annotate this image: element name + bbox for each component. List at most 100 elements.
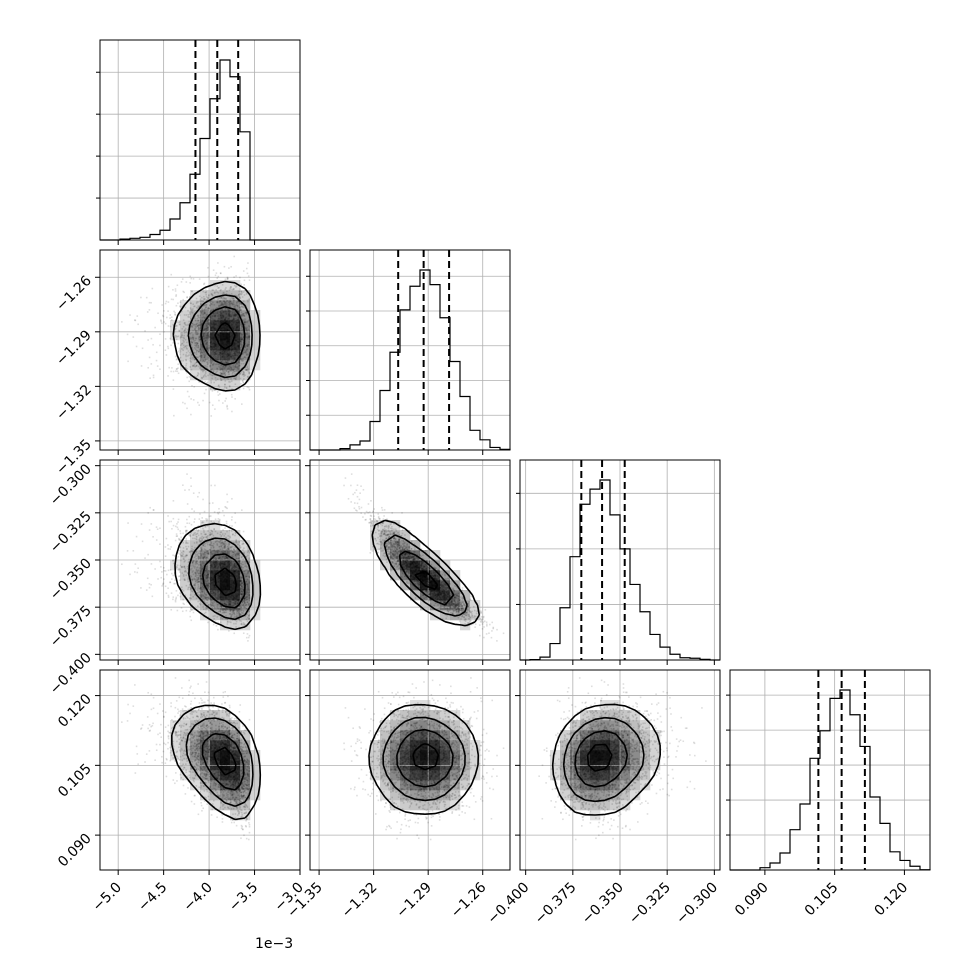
sample-point xyxy=(239,338,242,340)
sample-point xyxy=(183,346,185,349)
density-cell xyxy=(580,780,591,791)
sample-point xyxy=(126,333,129,336)
sample-point xyxy=(218,353,221,355)
sample-point xyxy=(235,336,237,339)
sample-point xyxy=(121,321,123,323)
sample-point xyxy=(229,351,231,354)
sample-point xyxy=(242,300,245,303)
sample-point xyxy=(159,344,161,347)
sample-point xyxy=(229,321,232,324)
sample-point xyxy=(205,608,207,611)
sample-point xyxy=(225,337,228,340)
sample-point xyxy=(244,578,247,581)
sample-point xyxy=(233,330,236,333)
sample-point xyxy=(227,322,229,324)
sample-point xyxy=(225,326,228,329)
sample-point xyxy=(233,352,236,354)
sample-point xyxy=(220,535,222,538)
sample-point xyxy=(213,528,215,530)
sample-point xyxy=(206,297,209,299)
sample-point xyxy=(221,320,224,322)
sample-point xyxy=(173,310,175,313)
density-cell xyxy=(220,780,231,791)
density-cell xyxy=(200,320,211,331)
sample-point xyxy=(199,348,202,351)
sample-point xyxy=(190,477,192,479)
sample-point xyxy=(211,343,213,345)
sample-point xyxy=(188,522,191,525)
sample-point xyxy=(170,578,173,580)
sample-point xyxy=(216,291,218,293)
sample-point xyxy=(247,569,250,572)
density-cell xyxy=(390,520,401,531)
density-cell xyxy=(170,730,181,741)
sample-point xyxy=(204,291,206,294)
sample-point xyxy=(204,374,206,376)
density-cell xyxy=(380,730,391,741)
density-cell xyxy=(450,600,461,611)
sample-point xyxy=(238,296,241,298)
sample-point xyxy=(230,519,233,521)
density-cell xyxy=(650,730,661,741)
sample-point xyxy=(227,378,230,380)
sample-point xyxy=(213,328,216,330)
sample-point xyxy=(223,554,225,557)
sample-point xyxy=(213,342,215,345)
sample-point xyxy=(202,594,205,596)
sample-point xyxy=(185,540,187,542)
density-cell xyxy=(590,730,601,741)
sample-point xyxy=(202,335,205,337)
sample-point xyxy=(182,344,185,347)
density-cell xyxy=(580,790,591,801)
density-cell xyxy=(570,720,581,731)
density-cell xyxy=(430,800,441,811)
density-cell xyxy=(400,550,411,561)
sample-point xyxy=(203,340,206,343)
sample-point xyxy=(209,387,212,390)
sample-point xyxy=(207,331,210,334)
density-cell xyxy=(460,740,471,751)
sample-point xyxy=(246,596,249,598)
sample-point xyxy=(228,348,230,350)
sample-point xyxy=(212,562,215,564)
sample-point xyxy=(179,351,181,354)
sample-point xyxy=(208,401,211,404)
sample-point xyxy=(176,284,179,287)
sample-point xyxy=(224,380,227,382)
density-cell xyxy=(400,710,411,721)
sample-point xyxy=(228,567,230,569)
sample-point xyxy=(224,371,226,374)
sample-point xyxy=(214,343,216,346)
sample-point xyxy=(203,329,205,331)
sample-point xyxy=(159,527,161,530)
sample-point xyxy=(188,558,190,561)
sample-point xyxy=(228,267,230,269)
sample-point xyxy=(166,316,168,319)
sample-point xyxy=(228,309,231,311)
density-cell xyxy=(390,570,401,581)
sample-point xyxy=(234,305,236,307)
sample-point xyxy=(243,547,245,549)
sample-point xyxy=(222,344,225,346)
sample-point xyxy=(218,296,221,299)
density-cell xyxy=(400,720,411,731)
sample-point xyxy=(248,351,251,354)
sample-point xyxy=(211,294,214,296)
sample-point xyxy=(216,306,218,309)
sample-point xyxy=(203,531,205,533)
sample-point xyxy=(233,347,236,349)
sample-point xyxy=(149,377,151,379)
sample-point xyxy=(195,597,198,600)
sample-point xyxy=(234,346,237,349)
sample-point xyxy=(182,541,184,544)
sample-point xyxy=(243,315,246,317)
sample-point xyxy=(218,550,221,552)
density-cell xyxy=(560,780,571,791)
density-cell xyxy=(620,770,631,781)
sample-point xyxy=(190,325,192,328)
sample-point xyxy=(175,294,178,296)
sample-point xyxy=(148,529,151,531)
sample-point xyxy=(195,561,198,564)
density-cell xyxy=(430,720,441,731)
sample-point xyxy=(218,333,221,335)
